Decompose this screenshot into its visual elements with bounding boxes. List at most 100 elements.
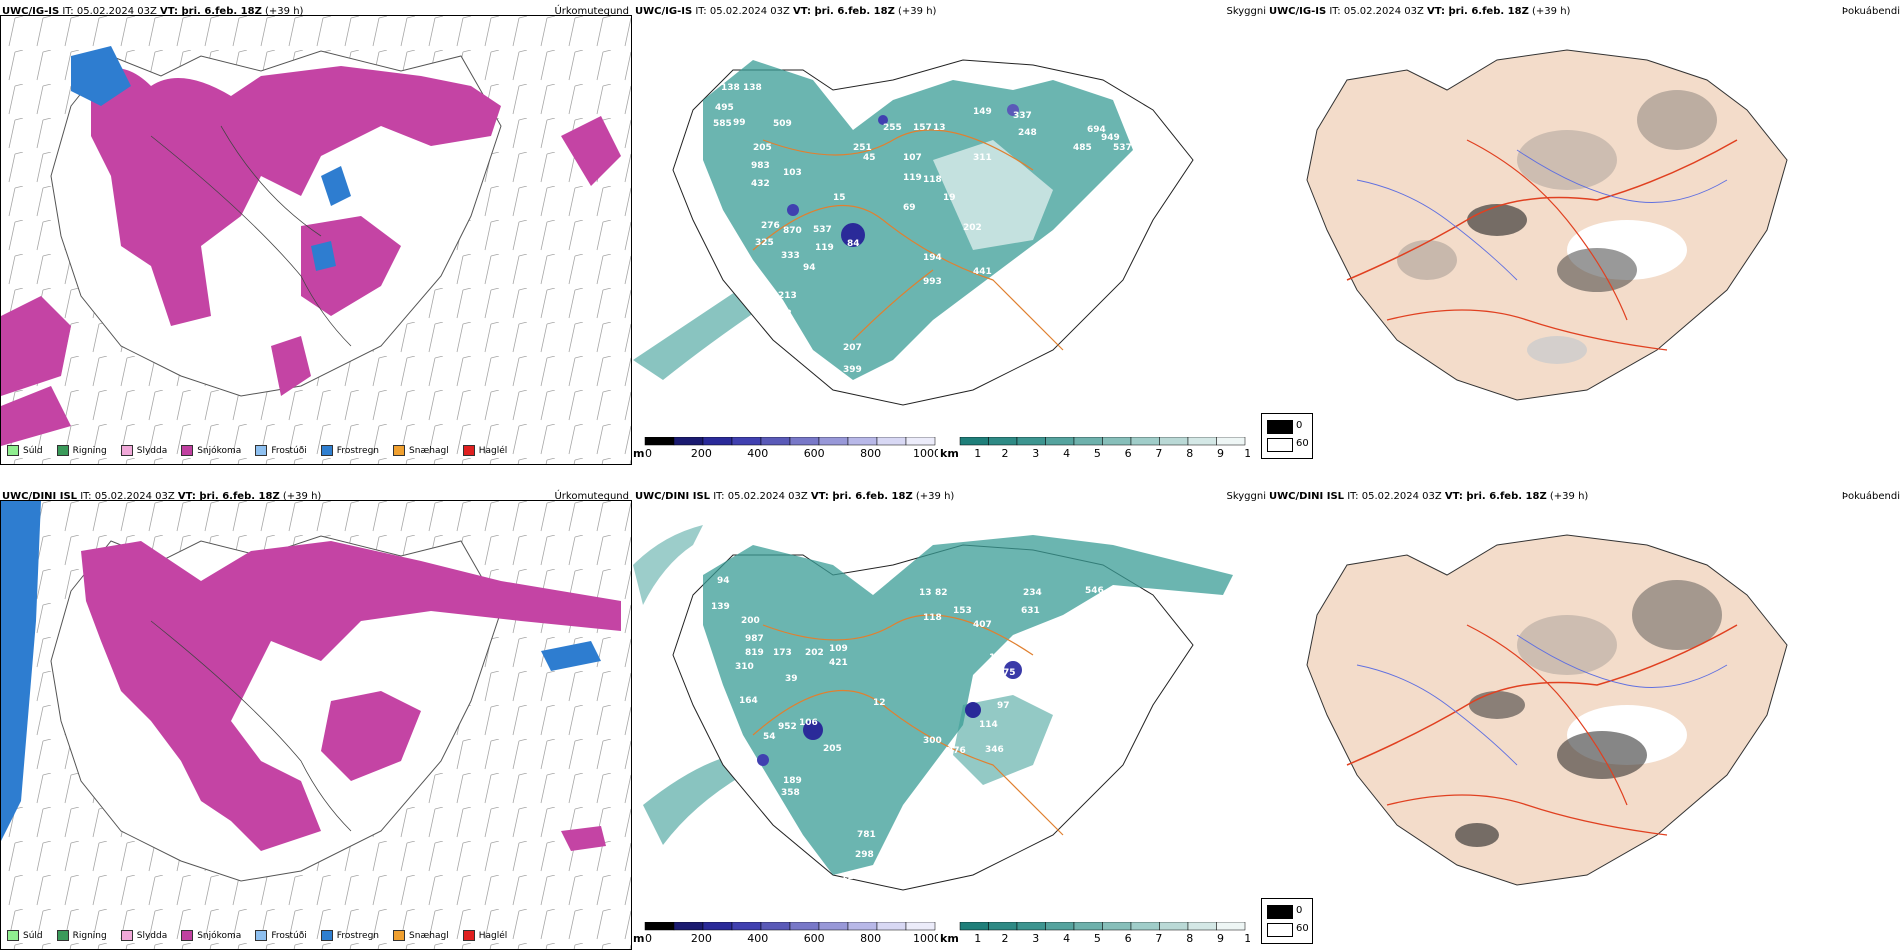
fog-legend-label: 0 [1296,420,1303,431]
visibility-value: 157 [913,123,932,133]
panel-title: UWC/IG-IS IT: 05.02.2024 03Z VT: þri. 6.… [1269,6,1571,17]
scale-tick-label: 1000 [913,932,938,945]
visibility-map-svg: 94 139 200 987 819 310 164 952 106 781 2… [633,525,1233,891]
visibility-value: 177 [1051,628,1070,638]
scale-tick-label: 0 [645,932,652,945]
visibility-value: 819 [745,648,764,658]
visibility-value: 346 [985,745,1004,755]
panel-precip-type-ig: UWC/IG-IS IT: 05.02.2024 03Z VT: þri. 6.… [0,0,633,465]
fog-legend-swatch [1267,923,1293,937]
visibility-value: 12 [873,698,886,708]
scale-color-step [818,922,849,931]
visibility-value: 173 [773,648,792,658]
visibility-scale-m-svg: m 0 200 400 600 800 1000 [633,922,938,945]
scale-color-step [988,922,1018,931]
visibility-value: 546 [1085,586,1104,596]
scale-tick-label: 4 [1063,447,1070,460]
scale-tick-label: 8 [1186,932,1193,945]
visibility-value: 358 [781,788,800,798]
visibility-value: 218 [843,383,862,393]
visibility-value: 983 [751,161,770,171]
scale-color-step [1102,922,1132,931]
legend-item-sleet: Slydda [120,445,167,456]
scale-tick-label: 800 [860,932,881,945]
scale-color-step [1045,922,1075,931]
legend-swatch [120,930,133,941]
visibility-value: 421 [829,658,848,668]
scale-tick-label: 5 [1094,932,1101,945]
legend-swatch [393,930,406,941]
scale-color-step [731,437,762,446]
legend-item-freezing-drizzle: Frostúði [255,445,307,456]
legend-swatch [255,930,268,941]
legend-swatch [181,445,194,456]
visibility-value: 251 [853,143,872,153]
visibility-value: 97 [997,701,1010,711]
scale-unit: m [633,932,644,945]
visibility-value: 205 [753,143,772,153]
legend-swatch [181,930,194,941]
scale-color-step [760,437,791,446]
legend-item-snow: Snjókoma [181,445,241,456]
visibility-scale-m-svg: m 0 200 400 600 800 1000 [633,437,938,460]
visibility-value: 164 [739,696,758,706]
visibility-value: 310 [735,662,754,672]
legend-item-snow-pellets: Snæhagl [393,930,449,941]
scale-color-step [847,437,878,446]
fog-legend: 0 60 [1261,413,1313,459]
legend-item-snow: Snjókoma [181,930,241,941]
visibility-value: 94 [717,576,730,586]
scale-color-step [1187,922,1217,931]
precip-legend: Súld Rigning Slydda Snjókoma Frostúði Fr… [7,445,507,456]
visibility-scale-km-svg: km 1 2 3 4 5 6 7 8 9 10 [940,437,1250,460]
fog-legend-swatch [1267,905,1293,919]
visibility-value: 138 [721,83,740,93]
visibility-scale-km-svg: km 1 2 3 4 5 6 7 8 9 10 [940,922,1250,945]
parameter-label: Þokuábendi [1841,6,1900,17]
visibility-value: 441 [973,267,992,277]
scale-tick-label: 800 [860,447,881,460]
scale-tick-label: 7 [1155,447,1162,460]
visibility-value: 276 [947,746,966,756]
visibility-value: 325 [755,238,774,248]
scale-tick-label: 600 [804,932,825,945]
scale-color-step [959,437,989,446]
visibility-value: 45 [863,153,876,163]
scale-color-step [1130,922,1160,931]
visibility-value: 149 [973,107,992,117]
visibility-value: 537 [813,225,832,235]
scale-color-step [1159,437,1189,446]
scale-tick-label: 7 [1155,932,1162,945]
legend-swatch [393,445,406,456]
panel-fog-dini: UWC/DINI ISL IT: 05.02.2024 03Z VT: þri.… [1261,485,1900,945]
legend-item-rain: Rigning [56,930,107,941]
scale-color-step [644,922,675,931]
visibility-value: 13 [919,588,932,598]
visibility-value: 537 [1113,143,1132,153]
visibility-value: 298 [855,850,874,860]
visibility-value: 213 [778,291,797,301]
panel-visibility-ig: UWC/IG-IS IT: 05.02.2024 03Z VT: þri. 6.… [633,0,1266,460]
visibility-value: 311 [973,153,992,163]
legend-swatch [462,930,475,941]
legend-label: Snæhagl [409,930,449,941]
scale-color-step [702,437,733,446]
visibility-value: 337 [1013,111,1032,121]
visibility-map: 138 138 495 585 99 509 205 983 432 103 2… [633,20,1265,430]
visibility-value: 147 [855,870,874,880]
fog-legend-label: 0 [1296,905,1303,916]
visibility-value: 119 [903,173,922,183]
fog-map-svg [1306,49,1788,401]
panel-title: UWC/DINI ISL IT: 05.02.2024 03Z VT: þri.… [1269,491,1589,502]
visibility-scale-m: m 0 200 400 600 800 1000 [633,437,938,461]
legend-item-hail: Haglél [462,445,507,456]
visibility-value: 153 [953,606,972,616]
visibility-value: 870 [783,226,802,236]
visibility-value: 15 [833,193,846,203]
scale-color-step [1073,437,1103,446]
panel-title: UWC/IG-IS IT: 05.02.2024 03Z VT: þri. 6.… [635,6,937,17]
visibility-value: 106 [799,718,818,728]
scale-tick-label: 8 [1186,447,1193,460]
visibility-value: 781 [857,830,876,840]
scale-color-step [1216,437,1246,446]
